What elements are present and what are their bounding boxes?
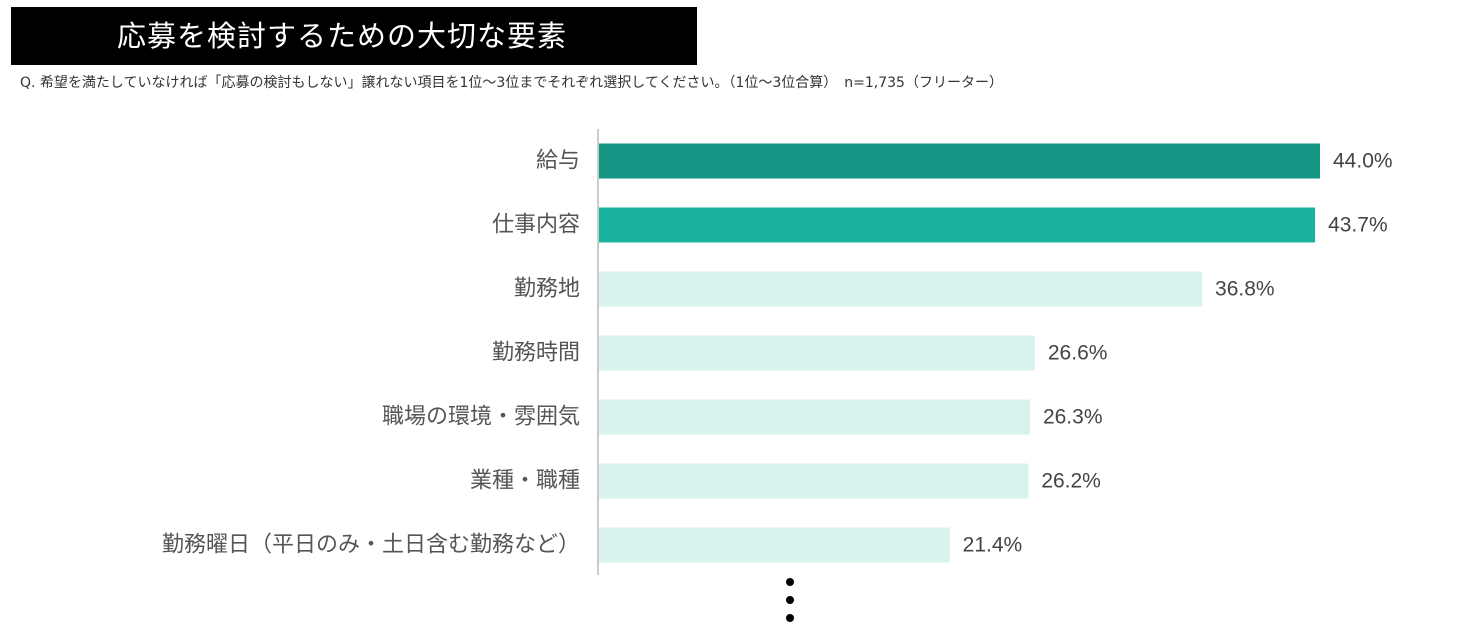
value-label: 26.2% <box>1041 470 1101 493</box>
category-label: 勤務曜日（平日のみ・土日含む勤務など） <box>162 533 580 558</box>
category-label: 勤務時間 <box>492 341 580 366</box>
ellipsis-dot <box>786 578 794 586</box>
category-label: 勤務地 <box>514 277 580 302</box>
category-label: 職場の環境・雰囲気 <box>382 405 580 430</box>
bar <box>599 463 1029 499</box>
ellipsis-dot <box>786 596 794 604</box>
value-label: 44.0% <box>1333 150 1393 173</box>
ellipsis-dot <box>786 614 794 622</box>
question-text: Q. 希望を満たしていなければ「応募の検討もしない」譲れない項目を1位～3位まで… <box>20 75 1003 91</box>
bar <box>599 335 1035 371</box>
bar <box>599 399 1030 435</box>
chart-title: 応募を検討するための大切な要素 <box>117 19 568 53</box>
bar <box>599 271 1203 307</box>
value-label: 21.4% <box>963 534 1023 557</box>
category-label: 業種・職種 <box>470 469 580 494</box>
category-label: 給与 <box>536 149 580 174</box>
category-label: 仕事内容 <box>492 213 580 238</box>
bar <box>599 527 950 563</box>
value-label: 43.7% <box>1328 214 1388 237</box>
bar <box>599 143 1320 179</box>
bar <box>599 207 1316 243</box>
value-label: 26.3% <box>1043 406 1103 429</box>
title-banner: 応募を検討するための大切な要素 <box>11 7 697 65</box>
value-label: 36.8% <box>1215 278 1275 301</box>
value-label: 26.6% <box>1048 342 1108 365</box>
